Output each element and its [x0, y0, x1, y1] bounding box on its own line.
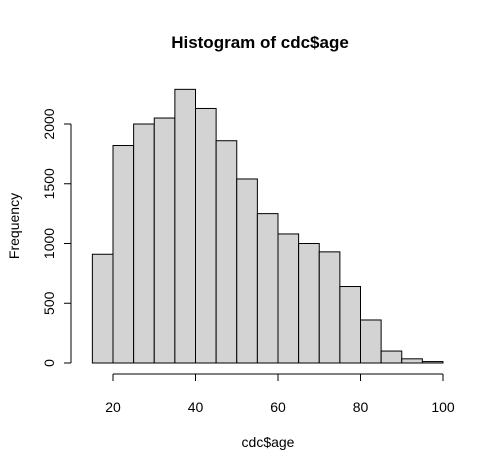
- y-axis-label: Frequency: [6, 193, 22, 259]
- histogram-bar: [421, 361, 444, 364]
- histogram-bar: [339, 286, 361, 364]
- histogram-bar: [153, 117, 176, 364]
- histogram-bar: [174, 88, 196, 364]
- histogram-bar: [112, 145, 135, 364]
- histogram-bar: [215, 140, 238, 364]
- histogram-bar: [401, 358, 423, 364]
- x-tick-label: 60: [270, 399, 286, 415]
- y-tick-label: 2000: [41, 108, 57, 139]
- x-tick-label: 20: [105, 399, 121, 415]
- histogram-bar: [256, 213, 279, 364]
- y-tick-label: 1000: [41, 228, 57, 259]
- histogram-bar: [318, 251, 341, 364]
- x-tick-label: 40: [188, 399, 204, 415]
- x-axis-label: cdc$age: [242, 434, 295, 450]
- histogram-bar: [298, 243, 320, 364]
- histogram-bar: [380, 350, 403, 364]
- x-tick-label: 80: [353, 399, 369, 415]
- y-tick-label: 1500: [41, 168, 57, 199]
- histogram-bar: [236, 178, 258, 364]
- histogram-bar: [360, 319, 382, 364]
- y-axis: 0 500 1000 1500 2000: [41, 108, 72, 367]
- histogram-bar: [195, 107, 217, 364]
- y-tick-label: 0: [41, 359, 57, 367]
- bars-group: [91, 88, 444, 364]
- chart-title: Histogram of cdc$age: [171, 33, 349, 52]
- histogram-bar: [277, 233, 300, 364]
- histogram-bar: [133, 123, 155, 364]
- x-axis: 20 40 60 80 100: [105, 373, 455, 415]
- histogram-bar: [91, 253, 114, 364]
- y-tick-label: 500: [41, 291, 57, 315]
- x-tick-label: 100: [431, 399, 455, 415]
